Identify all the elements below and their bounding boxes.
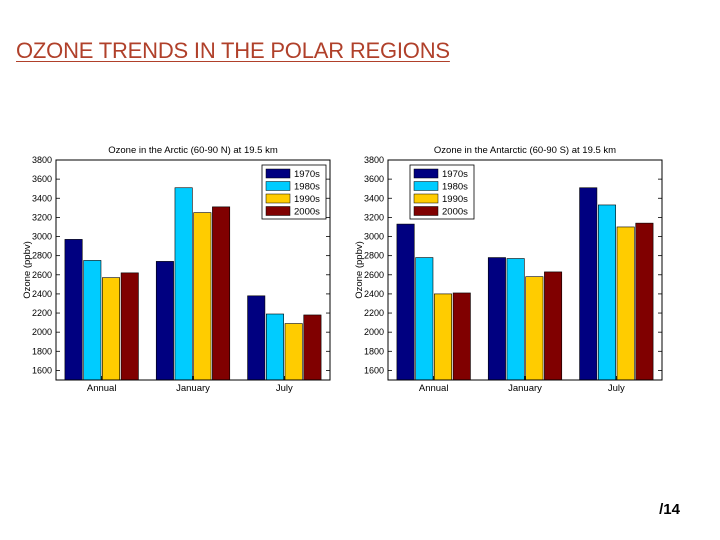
bar-2000s-july (635, 222, 654, 381)
legend-swatch (265, 193, 291, 204)
legend-swatch (413, 168, 439, 179)
y-tick-label: 2200 (364, 308, 384, 318)
y-tick-label: 2800 (364, 251, 384, 261)
y-tick-label: 2400 (364, 289, 384, 299)
bar-2000s-july (303, 314, 322, 381)
y-tick-label: 2400 (32, 289, 52, 299)
bar-1980s-july (265, 313, 284, 381)
arctic-ozone-chart: Ozone in the Arctic (60-90 N) at 19.5 km… (22, 145, 331, 394)
y-tick-label: 1600 (32, 365, 52, 375)
y-tick-label: 3800 (32, 155, 52, 165)
bar-2000s-january (544, 271, 563, 381)
bar-1980s-annual (83, 260, 102, 381)
bar-1980s-july (597, 204, 616, 381)
legend-label: 1970s (294, 169, 320, 180)
bar-1970s-annual (64, 239, 83, 381)
legend-label: 2000s (442, 207, 468, 218)
bar-1990s-july (284, 323, 303, 381)
bar-1980s-annual (415, 257, 434, 381)
bar-1980s-january (506, 258, 525, 381)
y-tick-label: 1800 (364, 346, 384, 356)
y-tick-label: 3000 (364, 232, 384, 242)
x-tick-label: January (176, 383, 210, 394)
page-number: /14 (659, 501, 680, 518)
y-tick-label: 2200 (32, 308, 52, 318)
bar-1970s-january (487, 257, 506, 381)
legend-label: 1990s (294, 194, 320, 205)
bar-2000s-annual (120, 272, 139, 381)
y-tick-label: 3400 (364, 193, 384, 203)
x-tick-label: July (608, 383, 625, 394)
chart-title: Ozone in the Arctic (60-90 N) at 19.5 km (108, 145, 278, 156)
legend-swatch (265, 181, 291, 191)
x-tick-label: Annual (419, 383, 449, 394)
x-tick-label: July (276, 383, 293, 394)
bar-1990s-annual (434, 293, 453, 381)
chart-title: Ozone in the Antarctic (60-90 S) at 19.5… (434, 145, 616, 156)
bar-1980s-january (174, 187, 193, 381)
legend-swatch (265, 206, 291, 216)
legend-swatch (413, 193, 439, 204)
y-tick-label: 3800 (364, 155, 384, 165)
bar-2000s-january (212, 206, 231, 381)
y-tick-label: 3600 (32, 174, 52, 184)
bar-1970s-january (155, 261, 174, 381)
bar-1970s-july (579, 187, 598, 381)
x-tick-label: January (508, 383, 542, 394)
plot-frame (55, 159, 331, 381)
legend-label: 2000s (294, 207, 320, 218)
legend-label: 1980s (442, 182, 468, 193)
bar-1990s-january (193, 212, 212, 381)
legend-swatch (413, 181, 439, 191)
bar-1970s-annual (396, 223, 415, 381)
y-tick-label: 2000 (364, 327, 384, 337)
bar-1990s-annual (102, 277, 121, 381)
bar-2000s-annual (452, 292, 471, 381)
y-tick-label: 3200 (32, 212, 52, 222)
slide-title: OZONE TRENDS IN THE POLAR REGIONS (16, 38, 450, 63)
y-axis-label: Ozone (ppbv) (22, 241, 33, 299)
x-tick-label: Annual (87, 383, 117, 394)
legend-label: 1990s (442, 194, 468, 205)
legend-label: 1980s (294, 182, 320, 193)
y-tick-label: 2600 (364, 270, 384, 280)
y-tick-label: 2000 (32, 327, 52, 337)
y-tick-label: 3000 (32, 232, 52, 242)
bar-1970s-july (247, 295, 266, 381)
legend-label: 1970s (442, 169, 468, 180)
bar-1990s-july (616, 226, 635, 381)
y-tick-label: 3200 (364, 212, 384, 222)
plot-frame (387, 159, 663, 381)
y-tick-label: 1600 (364, 365, 384, 375)
y-tick-label: 2600 (32, 270, 52, 280)
y-tick-label: 3400 (32, 193, 52, 203)
bar-1990s-january (525, 276, 544, 381)
antarctic-ozone-chart: Ozone in the Antarctic (60-90 S) at 19.5… (354, 145, 663, 394)
legend-swatch (413, 206, 439, 216)
y-axis-label: Ozone (ppbv) (354, 241, 365, 299)
legend-swatch (265, 168, 291, 179)
y-tick-label: 1800 (32, 346, 52, 356)
y-tick-label: 3600 (364, 174, 384, 184)
y-tick-label: 2800 (32, 251, 52, 261)
